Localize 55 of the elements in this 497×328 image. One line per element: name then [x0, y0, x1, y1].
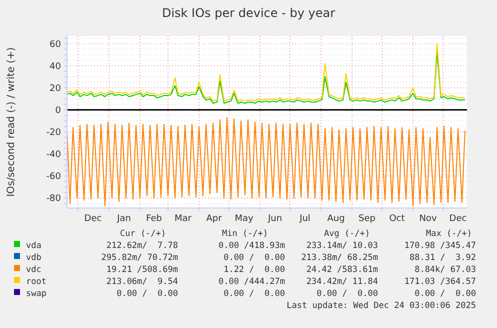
text: 234.42m/ 11.84: [306, 277, 378, 287]
text: Cur (-/+): [120, 229, 166, 239]
legend-label: vda: [26, 241, 42, 251]
x-tick-label: Dec: [84, 214, 102, 224]
text: 171.03 /364.57: [404, 277, 476, 287]
text: 213.06m/ 9.54: [106, 277, 178, 287]
text: 233.14m/ 10.03: [306, 241, 378, 251]
text: 213.38m/ 68.25m: [301, 253, 378, 263]
x-tick-label: Feb: [146, 214, 162, 224]
y-tick-label: -60: [46, 172, 62, 182]
y-axis-title: IOs/second read (-) / write (+): [6, 47, 17, 197]
legend-label: vdb: [26, 253, 42, 263]
x-tick-label: Jan: [116, 214, 131, 224]
text: 0.00 / 0.00: [224, 289, 285, 299]
x-tick-label: Sep: [358, 214, 376, 224]
text: 88.31 / 3.92: [409, 253, 476, 263]
x-tick-label: Apr: [206, 214, 222, 224]
x-tick-label: Jul: [298, 214, 310, 224]
text: 0.00 / 0.00: [224, 253, 285, 263]
y-tick-label: -40: [46, 150, 62, 160]
y-tick-label: 40: [50, 62, 62, 72]
text: 0.00 / 0.00: [316, 289, 378, 299]
x-tick-label: Nov: [419, 214, 438, 224]
text: 0.00 /418.93m: [218, 241, 285, 251]
text: Avg (-/+): [324, 229, 370, 239]
legend-label: swap: [26, 289, 46, 299]
legend-label: root: [26, 277, 46, 287]
x-tick-label: Oct: [389, 214, 406, 224]
x-tick-label: May: [234, 214, 254, 224]
line-series: [66, 43, 466, 102]
text: Max (-/+): [426, 229, 472, 239]
x-tick-label: Aug: [327, 214, 345, 224]
x-tick-label: Dec: [449, 214, 467, 224]
text: 170.98 /345.47: [404, 241, 476, 251]
text: 0.00 /444.27m: [218, 277, 285, 287]
text: 295.82m/ 70.72m: [101, 253, 178, 263]
y-tick-label: -80: [46, 194, 62, 204]
text: 19.21 /508.69m: [106, 265, 178, 275]
y-tick-label: 60: [50, 40, 62, 50]
text: Last update: Wed Dec 24 03:00:06 2025: [286, 301, 476, 311]
x-tick-label: Jun: [266, 214, 282, 224]
legend-label: vdc: [26, 265, 42, 275]
y-tick-label: -20: [46, 128, 62, 138]
text: 24.42 /583.61m: [306, 265, 378, 275]
text: 8.84k/ 67.03: [414, 265, 476, 275]
line-series: [66, 52, 466, 104]
text: 1.22 / 0.00: [224, 265, 285, 275]
text: 0.00 / 0.00: [414, 289, 476, 299]
text: 212.62m/ 7.78: [106, 241, 178, 251]
text: Min (-/+): [222, 229, 268, 239]
x-tick-label: Mar: [174, 214, 192, 224]
text: 0.00 / 0.00: [116, 289, 178, 299]
y-tick-label: 20: [50, 84, 62, 94]
chart-title: Disk IOs per device - by year: [162, 6, 336, 20]
y-tick-label: 0: [55, 106, 62, 116]
